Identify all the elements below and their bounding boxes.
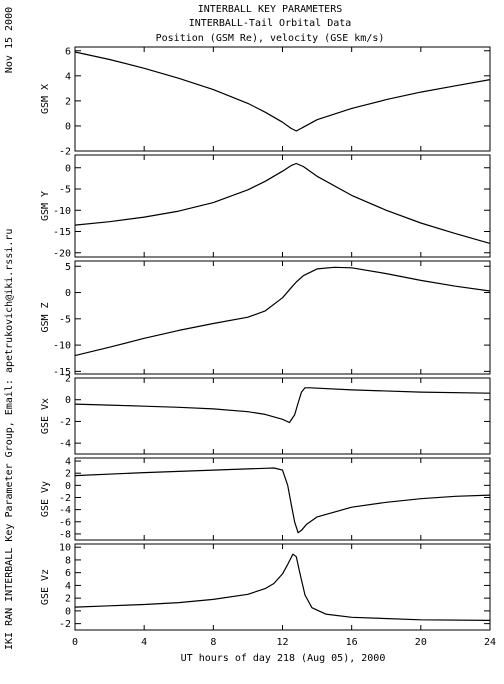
y-tick-label: 0	[65, 606, 71, 617]
y-tick-label: -2	[59, 147, 71, 158]
x-tick-label: 8	[210, 637, 216, 648]
y-tick-label: 2	[65, 469, 71, 480]
x-tick-label: 16	[346, 637, 358, 648]
y-tick-label: -8	[59, 529, 71, 540]
y-tick-label: 4	[65, 71, 71, 82]
y-tick-label: 2	[65, 96, 71, 107]
y-tick-label: -10	[53, 206, 71, 217]
y-tick-label: 0	[65, 288, 71, 299]
series-line-gsm-z	[74, 266, 491, 357]
panel-2: -20 -15 -10 -5 0 GSM Y	[40, 154, 491, 259]
y-tick-label: -4	[59, 505, 71, 516]
x-tick-label: 20	[415, 637, 427, 648]
panel-4: -4 -2 0 2 GSE Vx	[40, 374, 491, 455]
panel-6: -2 02 4 6 810 GSE Vz	[40, 543, 491, 631]
y-tick-label: -2	[59, 619, 71, 630]
y-tick-label: 0	[65, 163, 71, 174]
series-line-gse-vy	[74, 467, 491, 534]
y-tick-label: -5	[59, 185, 71, 196]
series-line-gse-vz	[74, 553, 491, 621]
y-tick-label: 5	[65, 262, 71, 273]
y-tick-label: -2	[59, 493, 71, 504]
y-tick-label: -4	[59, 439, 71, 450]
y-tick-label: -15	[53, 367, 71, 378]
y-tick-label: 0	[65, 395, 71, 406]
panel-frame	[74, 154, 491, 258]
y-axis-label: GSE Vz	[40, 569, 51, 605]
y-axis-label: GSM Z	[40, 302, 51, 332]
y-tick-label: 10	[59, 543, 71, 554]
panel-frame	[74, 377, 491, 455]
y-tick-label: 6	[65, 568, 71, 579]
x-tick-label: 0	[72, 637, 78, 648]
x-tick-label: 24	[484, 637, 496, 648]
panel-frame	[74, 543, 491, 631]
panel-frame	[74, 260, 491, 375]
series-line-gsm-y	[74, 162, 491, 244]
series-line-gse-vx	[74, 387, 491, 424]
y-tick-label: 6	[65, 46, 71, 57]
y-axis-label: GSM X	[40, 84, 51, 114]
y-tick-label: -2	[59, 417, 71, 428]
y-tick-label: -5	[59, 314, 71, 325]
panel-1: -2 0 2 4 6 GSM X	[40, 46, 491, 158]
series-line-gsm-x	[74, 51, 491, 132]
title-line-3: Position (GSM Re), velocity (GSE km/s)	[156, 33, 385, 44]
x-tick-label: 12	[276, 637, 288, 648]
y-tick-label: 0	[65, 121, 71, 132]
y-tick-label: 4	[65, 581, 71, 592]
credit-label: IKI RAN INTERBALL Key Parameter Group, E…	[4, 229, 15, 650]
y-tick-label: -10	[53, 341, 71, 352]
y-axis-label: GSE Vx	[40, 398, 51, 434]
y-tick-label: -6	[59, 517, 71, 528]
y-tick-label: 0	[65, 481, 71, 492]
y-tick-label: 8	[65, 555, 71, 566]
panel-frame	[74, 46, 491, 152]
y-tick-label: 4	[65, 457, 71, 468]
title-line-2: INTERBALL-Tail Orbital Data	[189, 18, 352, 29]
date-label: Nov 15 2000	[4, 7, 15, 73]
y-tick-label: 2	[65, 374, 71, 385]
panel-3: -15 -10 -5 0 5 GSM Z	[40, 260, 491, 378]
x-axis-label: UT hours of day 218 (Aug 05), 2000	[181, 653, 386, 664]
y-tick-label: -15	[53, 227, 71, 238]
y-tick-label: 2	[65, 594, 71, 605]
y-axis-label: GSM Y	[40, 191, 51, 221]
x-tick-label: 4	[141, 637, 147, 648]
y-axis-label: GSE Vy	[40, 481, 51, 517]
y-tick-label: -20	[53, 248, 71, 259]
title-line-1: INTERBALL KEY PARAMETERS	[198, 4, 343, 15]
